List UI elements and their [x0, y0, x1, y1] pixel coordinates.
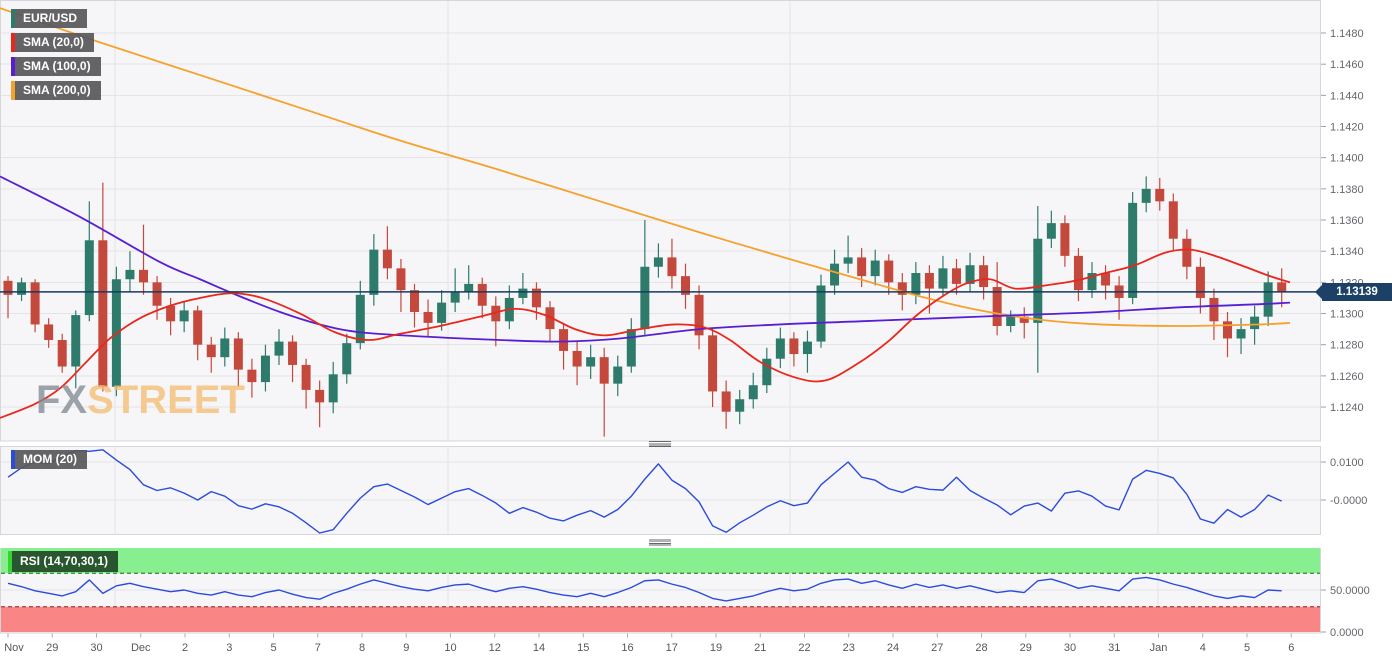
svg-text:1.1380: 1.1380 — [1330, 184, 1364, 196]
svg-text:0.0000: 0.0000 — [1330, 627, 1364, 639]
svg-text:15: 15 — [577, 642, 589, 654]
svg-text:1.1240: 1.1240 — [1330, 402, 1364, 414]
svg-text:17: 17 — [666, 642, 678, 654]
rsi-line — [7, 576, 1282, 602]
svg-text:1.1400: 1.1400 — [1330, 153, 1364, 165]
x-axis: Nov 29 30 Dec 2 3 5 7 8 9 10 12 14 15 16 17 19 21 22 23 24 27… — [4, 633, 1294, 654]
svg-text:3: 3 — [226, 642, 232, 654]
svg-text:6: 6 — [1288, 642, 1294, 654]
svg-text:Nov: Nov — [4, 642, 24, 654]
svg-text:1.1460: 1.1460 — [1330, 59, 1364, 71]
legend-mom-label: MOM (20) — [23, 452, 77, 466]
legend-color-sma100 — [11, 57, 15, 76]
svg-text:31: 31 — [1108, 642, 1120, 654]
svg-text:27: 27 — [931, 642, 943, 654]
price-badge-arrow-icon — [1315, 285, 1322, 299]
legend-sma100[interactable]: SMA (100,0) — [11, 57, 101, 76]
svg-text:16: 16 — [621, 642, 633, 654]
svg-text:4: 4 — [1200, 642, 1206, 654]
legend-rsi-label: RSI (14,70,30,1) — [20, 554, 109, 568]
svg-text:22: 22 — [798, 642, 810, 654]
rsi-oversold-band — [1, 606, 1320, 632]
momentum-line — [7, 449, 1282, 534]
sma100-line — [0, 175, 1291, 343]
svg-text:1.1260: 1.1260 — [1330, 371, 1364, 383]
svg-text:1.1440: 1.1440 — [1330, 90, 1364, 102]
sma200-line — [0, 7, 1291, 327]
legend-color-mom — [11, 450, 15, 469]
price-axis: 1.1480 1.1460 1.1440 1.1420 1.1400 1.1380 1.13… — [1321, 28, 1370, 639]
svg-text:8: 8 — [359, 642, 365, 654]
svg-text:23: 23 — [843, 642, 855, 654]
watermark-street: STREET — [87, 378, 245, 422]
svg-text:1.1420: 1.1420 — [1330, 122, 1364, 134]
legend-instrument-label: EUR/USD — [23, 11, 78, 25]
svg-text:1.1480: 1.1480 — [1330, 28, 1364, 40]
legend-sma200-label: SMA (200,0) — [23, 83, 91, 97]
mom-panel[interactable] — [0, 446, 1321, 535]
svg-text:30: 30 — [1064, 642, 1076, 654]
legend-color-sma200 — [11, 81, 15, 100]
gridlines — [1, 1, 1320, 632]
current-price-value: 1.13139 — [1336, 286, 1378, 298]
svg-text:29: 29 — [1020, 642, 1032, 654]
svg-text:21: 21 — [754, 642, 766, 654]
legend-rsi[interactable]: RSI (14,70,30,1) — [8, 551, 119, 572]
svg-text:5: 5 — [270, 642, 276, 654]
svg-text:-0.0000: -0.0000 — [1330, 495, 1367, 507]
svg-text:24: 24 — [887, 642, 899, 654]
legend-sma20[interactable]: SMA (20,0) — [11, 33, 94, 52]
rsi-overbought-band — [1, 548, 1320, 574]
svg-text:1.1360: 1.1360 — [1330, 215, 1364, 227]
svg-text:50.0000: 50.0000 — [1330, 585, 1370, 597]
svg-text:28: 28 — [975, 642, 987, 654]
svg-text:14: 14 — [533, 642, 545, 654]
svg-text:7: 7 — [315, 642, 321, 654]
legend-color-sma20 — [11, 33, 15, 52]
svg-text:1.1280: 1.1280 — [1330, 340, 1364, 352]
watermark-fx: FX — [36, 378, 88, 422]
svg-text:Dec: Dec — [131, 642, 151, 654]
legend-sma200[interactable]: SMA (200,0) — [11, 81, 101, 100]
legend-sma20-label: SMA (20,0) — [23, 35, 84, 49]
legend-mom[interactable]: MOM (20) — [11, 450, 87, 469]
svg-text:9: 9 — [403, 642, 409, 654]
svg-text:10: 10 — [444, 642, 456, 654]
legend-instrument[interactable]: EUR/USD — [11, 9, 88, 28]
legend-sma100-label: SMA (100,0) — [23, 59, 91, 73]
sma20-line — [0, 248, 1291, 419]
svg-text:Jan: Jan — [1150, 642, 1168, 654]
svg-text:12: 12 — [489, 642, 501, 654]
panel-resize-handle-bottom[interactable] — [649, 539, 671, 546]
current-price-badge: 1.13139 — [1315, 283, 1392, 301]
fxstreet-watermark: FXSTREET — [36, 378, 245, 423]
svg-text:0.0100: 0.0100 — [1330, 457, 1364, 469]
svg-text:30: 30 — [90, 642, 102, 654]
legend-color-rsi — [8, 551, 12, 572]
svg-text:5: 5 — [1244, 642, 1250, 654]
svg-text:19: 19 — [710, 642, 722, 654]
panel-resize-handle-top[interactable] — [649, 441, 671, 448]
legend-color-eurusd — [11, 9, 15, 28]
svg-text:2: 2 — [182, 642, 188, 654]
svg-text:29: 29 — [46, 642, 58, 654]
svg-text:1.1300: 1.1300 — [1330, 309, 1364, 321]
svg-text:1.1340: 1.1340 — [1330, 246, 1364, 258]
